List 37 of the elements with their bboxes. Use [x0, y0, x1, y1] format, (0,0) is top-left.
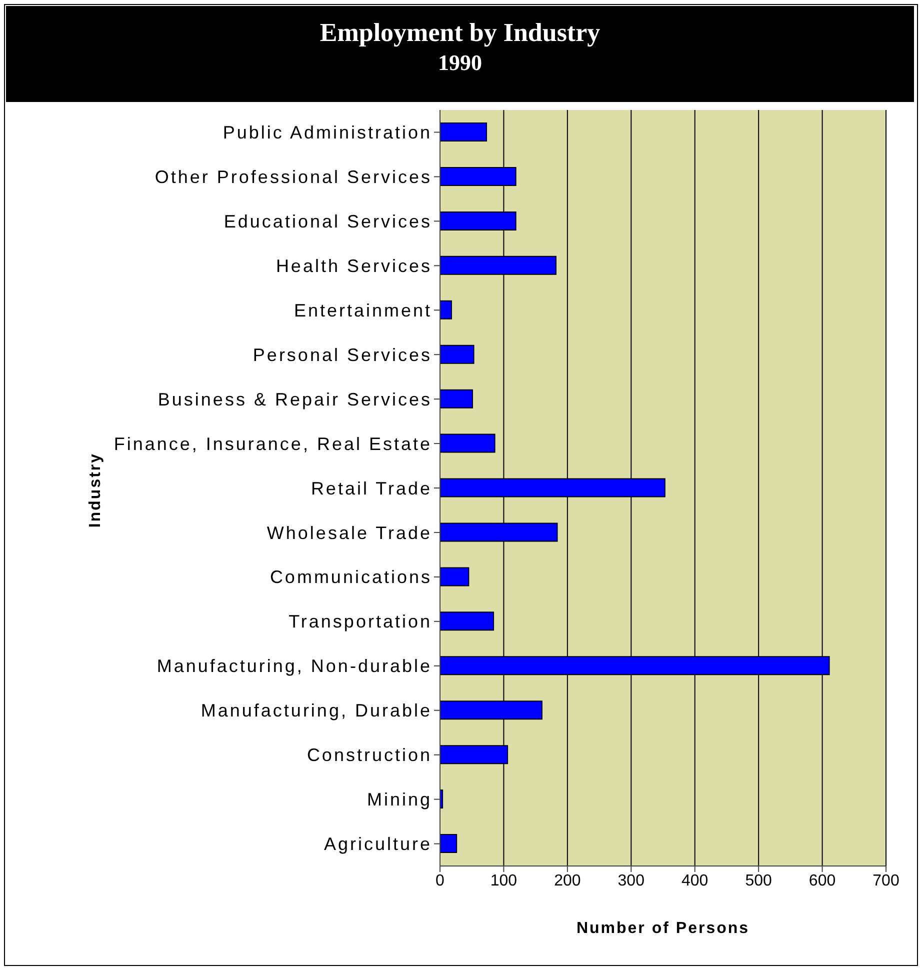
- y-tick-label: Finance, Insurance, Real Estate: [114, 434, 432, 454]
- x-tick-label: 400: [682, 872, 708, 890]
- x-tick-label: 500: [745, 872, 772, 890]
- y-tick-label: Educational Services: [224, 211, 432, 232]
- x-tick-label: 600: [808, 872, 836, 890]
- y-tick-label: Retail Trade: [310, 478, 432, 498]
- y-tick-label: Other Professional Services: [154, 167, 432, 188]
- x-tick-label: 200: [554, 872, 581, 890]
- chart-subtitle: 1990: [437, 49, 483, 77]
- y-tick-label: Manufacturing, Durable: [200, 700, 432, 721]
- bar: [440, 389, 473, 408]
- x-axis-title: Number of Persons: [575, 920, 751, 938]
- y-tick-label: Health Services: [276, 256, 432, 276]
- bar: [440, 434, 496, 453]
- bar: [440, 300, 452, 320]
- y-axis-title: Industry: [87, 452, 105, 528]
- y-tick-label: Transportation: [288, 612, 432, 632]
- y-tick-label: Wholesale Trade: [266, 522, 432, 543]
- x-tick-label: 100: [490, 872, 518, 890]
- y-tick-label: Personal Services: [252, 344, 432, 365]
- y-tick-label: Business & Repair Services: [158, 389, 432, 410]
- x-tick-label: 300: [618, 872, 645, 890]
- x-tick-label: 700: [872, 872, 900, 890]
- bar: [440, 612, 494, 631]
- y-tick-label: Communications: [270, 567, 432, 588]
- y-tick-label: Agriculture: [324, 834, 432, 854]
- y-tick-label: Mining: [366, 790, 432, 810]
- bar: [440, 567, 470, 586]
- bar: [440, 344, 474, 364]
- bar: [440, 122, 488, 142]
- y-tick-label: Public Administration: [222, 122, 432, 143]
- bar: [440, 834, 458, 854]
- x-tick-label: 0: [436, 872, 445, 890]
- chart-title: Employment by Industry: [318, 18, 602, 48]
- y-tick-label: Entertainment: [294, 300, 432, 320]
- y-tick-label: Manufacturing, Non-durable: [156, 656, 432, 676]
- y-tick-label: Construction: [306, 745, 432, 766]
